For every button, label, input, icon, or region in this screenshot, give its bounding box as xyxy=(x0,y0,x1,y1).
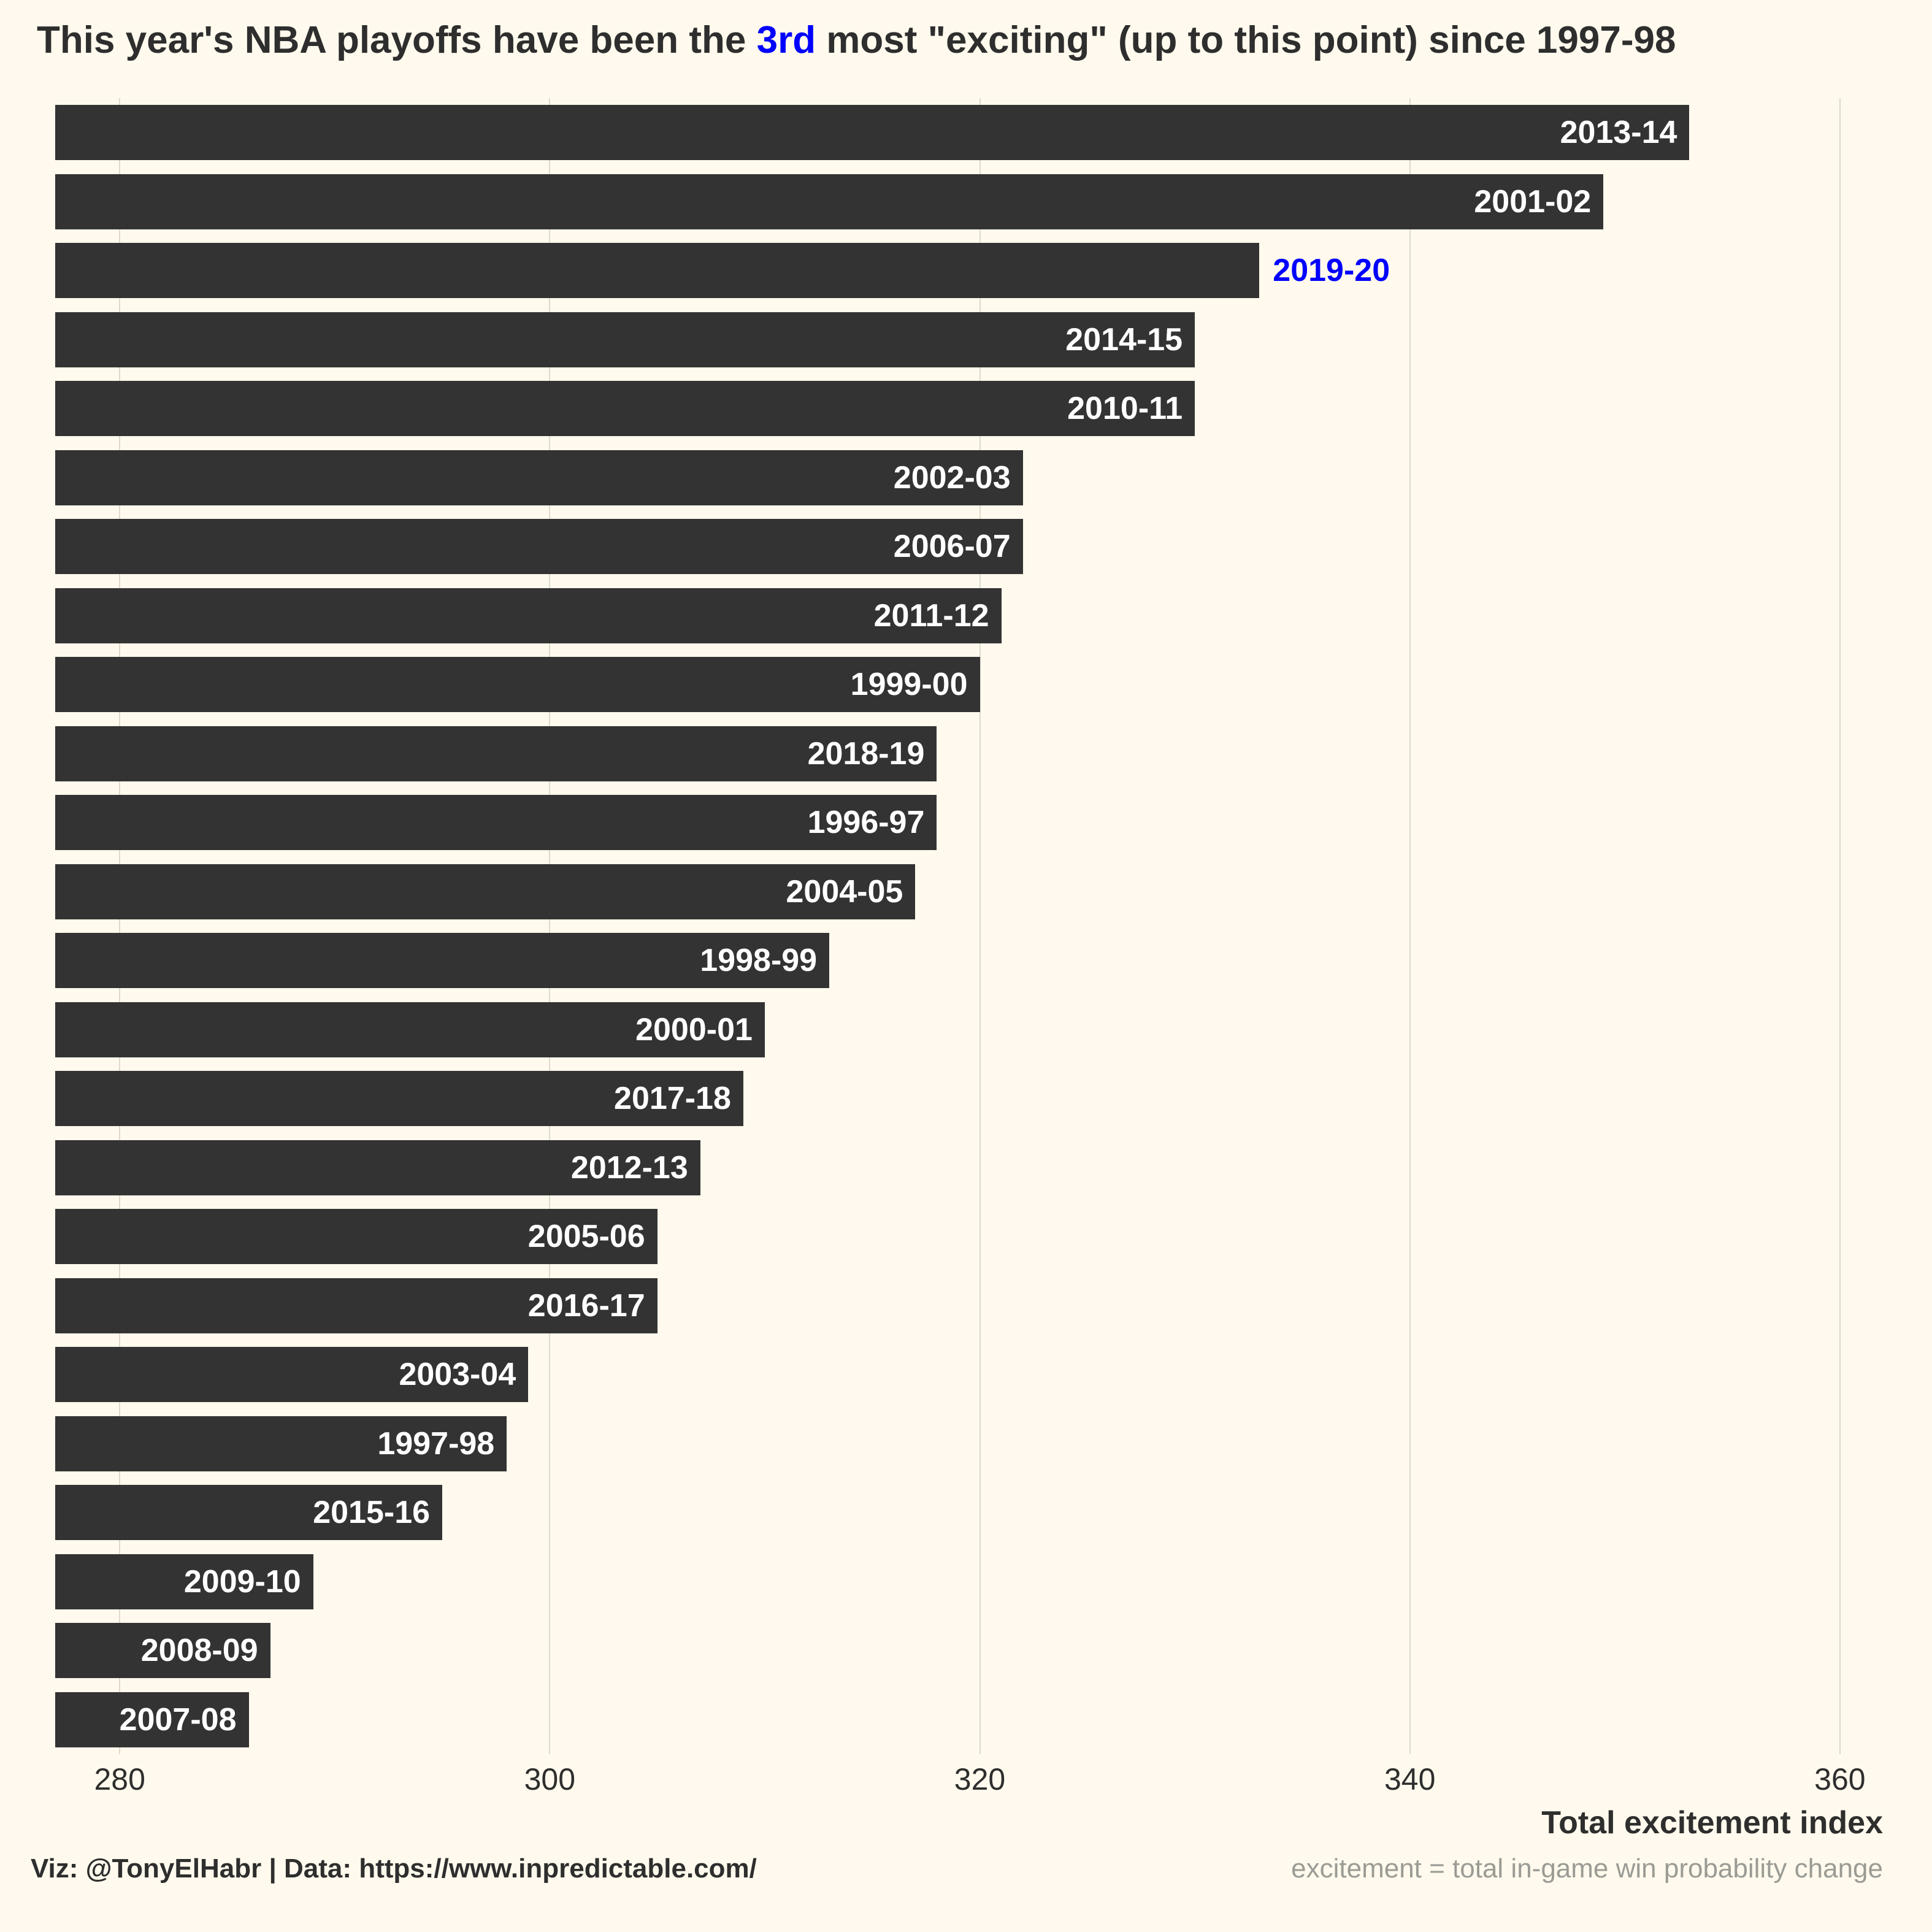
bar-label: 2003-04 xyxy=(399,1356,516,1393)
bar-label: 2008-09 xyxy=(141,1632,258,1669)
title-post: most "exciting" (up to this point) since… xyxy=(816,19,1676,61)
x-axis-title: Total excitement index xyxy=(1541,1804,1883,1841)
bar-label: 1996-97 xyxy=(808,804,925,841)
caption-attribution: Viz: @TonyElHabr | Data: https://www.inp… xyxy=(31,1853,757,1884)
bar xyxy=(55,795,937,850)
bar-label: 2002-03 xyxy=(894,459,1011,496)
bar xyxy=(55,519,1023,574)
bar-label: 2010-11 xyxy=(1067,390,1183,427)
x-tick-label: 340 xyxy=(1384,1761,1435,1797)
bar xyxy=(55,312,1195,367)
bar xyxy=(55,588,1002,643)
bar xyxy=(55,726,937,781)
caption-definition: excitement = total in-game win probabili… xyxy=(1291,1853,1883,1884)
x-tick-label: 300 xyxy=(524,1761,575,1797)
plot-area: 2013-14 2001-02 2019-20 2014-15 2010-11 2002-… xyxy=(55,98,1883,1754)
x-tick-label: 360 xyxy=(1814,1761,1865,1797)
bar-label-highlight: 2019-20 xyxy=(1273,252,1390,289)
bar-label: 2014-15 xyxy=(1065,321,1183,358)
bar-label: 2016-17 xyxy=(528,1287,645,1324)
chart-page: This year's NBA playoffs have been the 3… xyxy=(0,0,1932,1932)
bar-label: 1998-99 xyxy=(700,942,817,979)
bar-label: 2005-06 xyxy=(528,1218,645,1255)
bar xyxy=(55,243,1259,298)
gridline xyxy=(1839,98,1841,1754)
chart-title: This year's NBA playoffs have been the 3… xyxy=(37,18,1895,62)
bar-label: 2006-07 xyxy=(894,528,1011,565)
bar-label: 2012-13 xyxy=(571,1149,688,1186)
bar-label: 2000-01 xyxy=(635,1011,753,1048)
x-tick-label: 320 xyxy=(954,1761,1005,1797)
bar-label: 2017-18 xyxy=(614,1080,731,1117)
title-highlight: 3rd xyxy=(757,19,816,61)
bar-label: 2015-16 xyxy=(313,1494,430,1531)
bar-label: 2013-14 xyxy=(1560,114,1677,151)
bar-label: 2007-08 xyxy=(120,1701,237,1738)
bar xyxy=(55,450,1023,505)
bar-label: 2004-05 xyxy=(786,873,903,910)
bar xyxy=(55,381,1195,436)
title-pre: This year's NBA playoffs have been the xyxy=(37,19,757,61)
bar-label: 1999-00 xyxy=(851,666,968,703)
bar-label: 2011-12 xyxy=(874,597,989,634)
bar-label: 1997-98 xyxy=(377,1425,494,1462)
x-axis-ticks: 280 300 320 340 360 xyxy=(55,1761,1883,1804)
bar-label: 2018-19 xyxy=(808,735,925,772)
bar xyxy=(55,105,1689,160)
bar-label: 2009-10 xyxy=(184,1563,301,1600)
x-tick-label: 280 xyxy=(94,1761,145,1797)
bar xyxy=(55,657,980,712)
bar xyxy=(55,174,1603,229)
gridline xyxy=(1409,98,1411,1754)
bar-label: 2001-02 xyxy=(1474,183,1591,220)
